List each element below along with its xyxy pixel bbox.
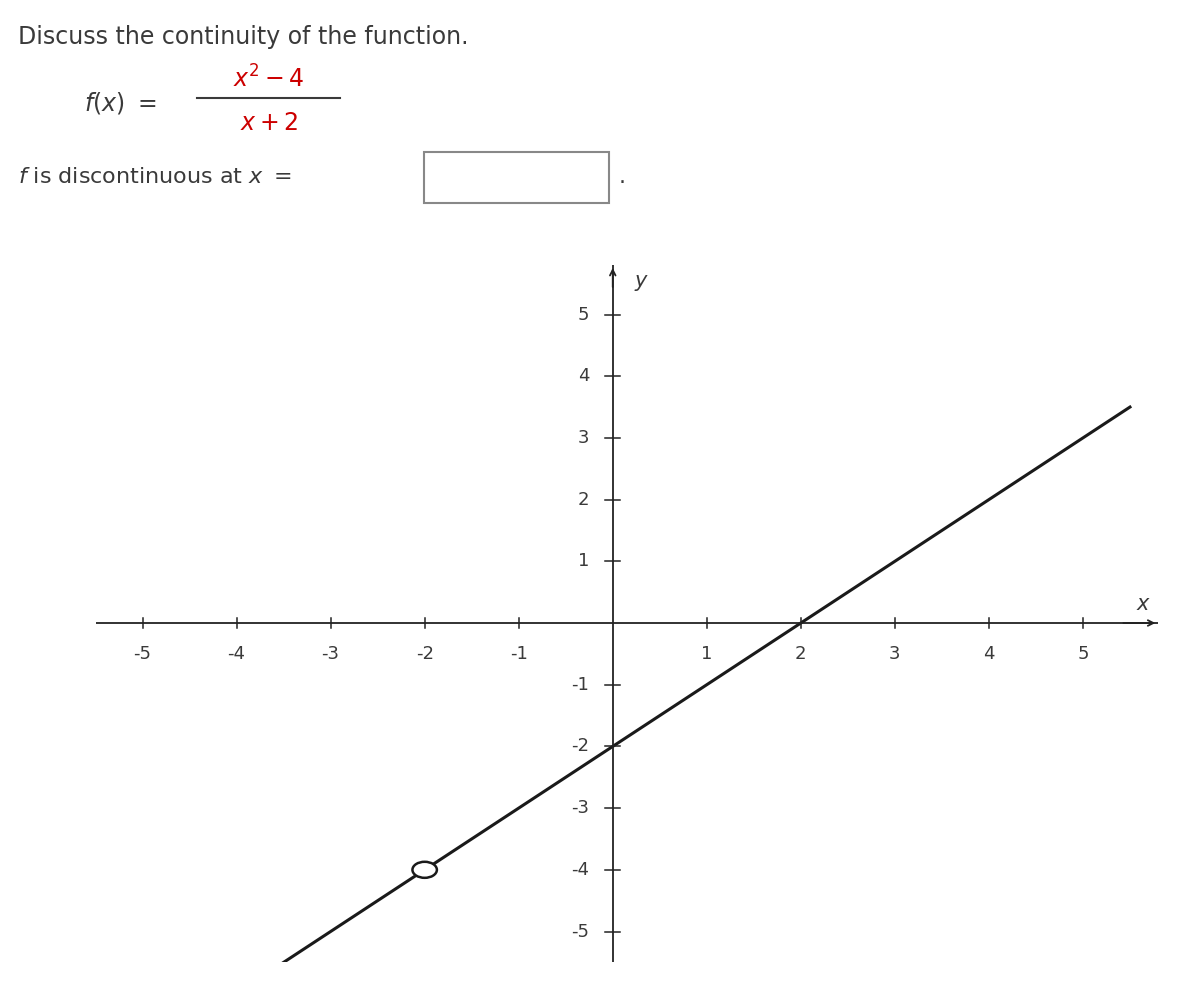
Text: x: x — [1137, 594, 1149, 615]
Text: 5: 5 — [1077, 644, 1089, 663]
Text: 1: 1 — [578, 552, 589, 571]
Text: 5: 5 — [578, 305, 589, 323]
Text: .: . — [618, 167, 626, 187]
Text: -5: -5 — [134, 644, 152, 663]
Text: y: y — [635, 271, 647, 292]
Text: -4: -4 — [571, 861, 589, 879]
Text: -1: -1 — [510, 644, 528, 663]
Text: $x^2 - 4$: $x^2 - 4$ — [233, 65, 304, 92]
Circle shape — [412, 862, 437, 878]
Text: 1: 1 — [701, 644, 713, 663]
Text: -3: -3 — [571, 799, 589, 817]
Text: 3: 3 — [578, 429, 589, 447]
Text: 2: 2 — [795, 644, 807, 663]
Text: Discuss the continuity of the function.: Discuss the continuity of the function. — [18, 25, 468, 48]
Text: -1: -1 — [572, 676, 589, 693]
Text: $x + 2$: $x + 2$ — [240, 111, 297, 135]
Text: 4: 4 — [578, 367, 589, 385]
Text: -5: -5 — [571, 922, 589, 941]
Text: $\mathit{f}(x)\ =$: $\mathit{f}(x)\ =$ — [84, 90, 156, 116]
Text: $\mathit{f}$ is discontinuous at $x\ =$: $\mathit{f}$ is discontinuous at $x\ =$ — [18, 167, 291, 187]
Text: -2: -2 — [416, 644, 433, 663]
Text: 3: 3 — [890, 644, 900, 663]
Text: -3: -3 — [321, 644, 339, 663]
Text: 4: 4 — [983, 644, 995, 663]
Text: -2: -2 — [571, 737, 589, 755]
Text: 2: 2 — [578, 491, 589, 509]
Text: -4: -4 — [228, 644, 246, 663]
